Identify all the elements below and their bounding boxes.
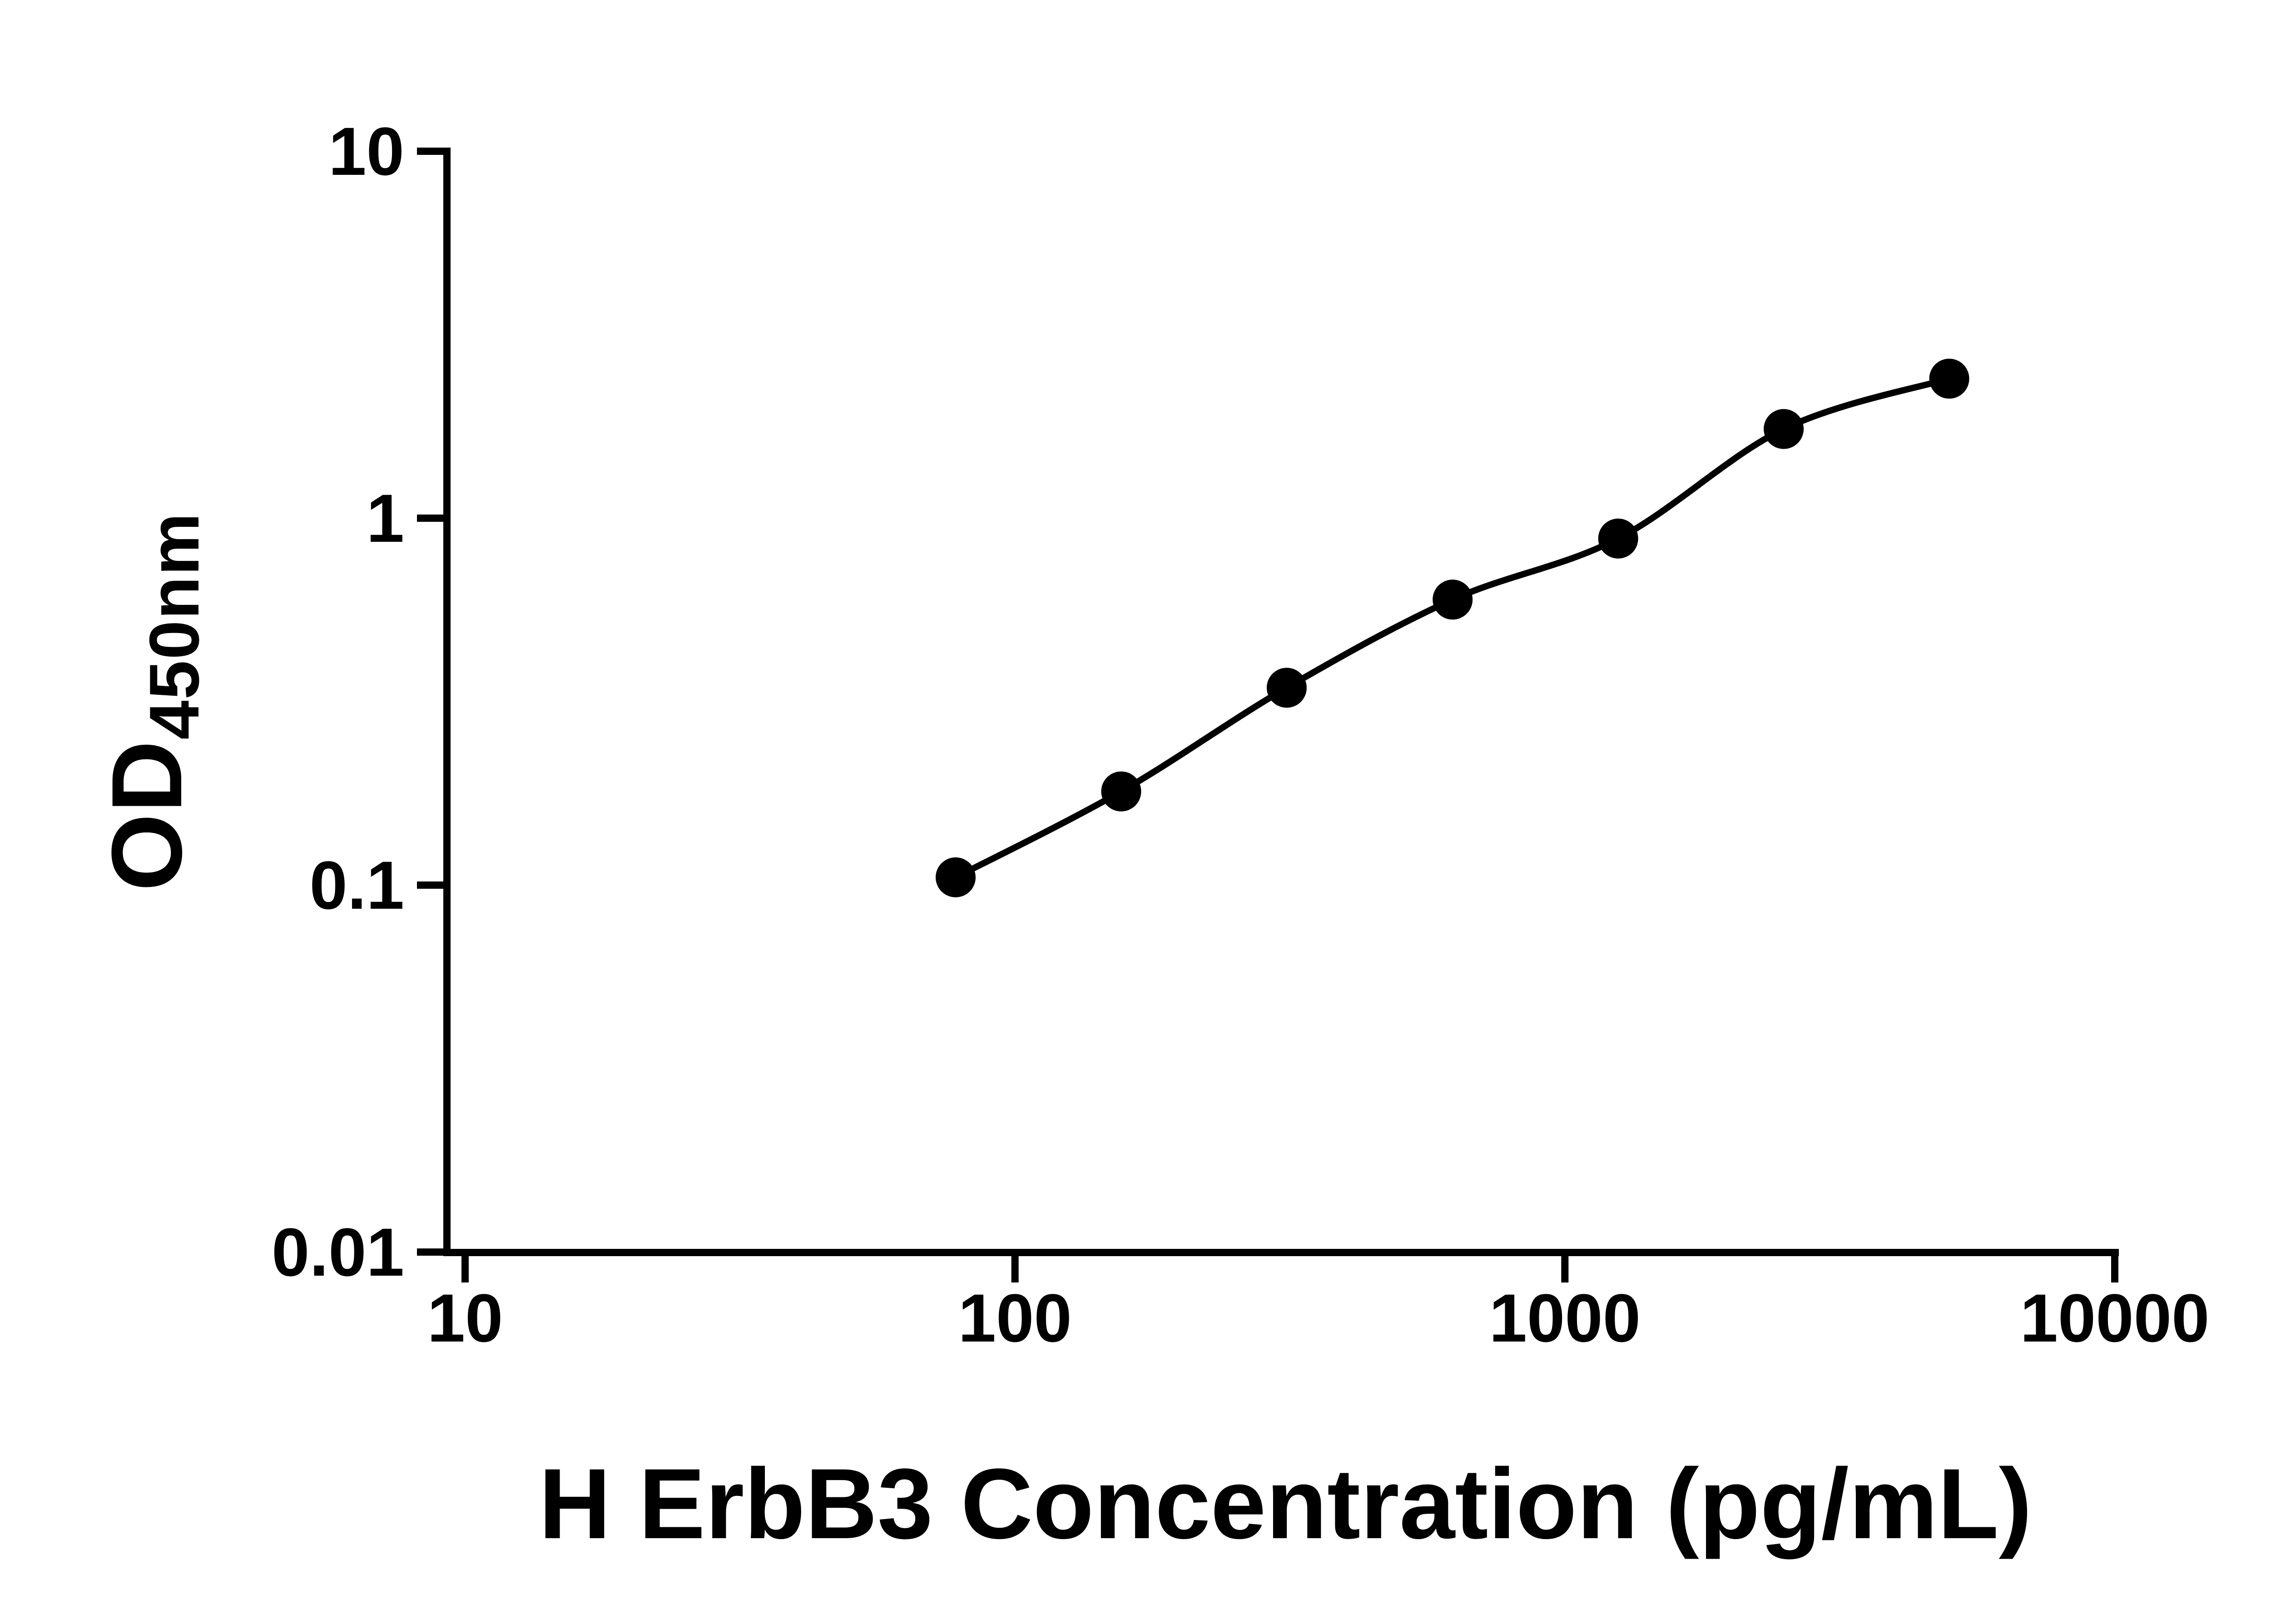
data-point-marker	[936, 857, 976, 897]
data-point-marker	[1266, 668, 1307, 708]
x-axis-title: H ErbB3 Concentration (pg/mL)	[539, 1448, 2032, 1560]
x-tick-label: 1000	[1489, 1280, 1641, 1356]
y-axis-title: OD450nm	[89, 512, 215, 891]
y-tick-label: 0.1	[309, 847, 404, 923]
y-tick-label: 0.01	[272, 1214, 404, 1290]
data-point-marker	[1598, 518, 1638, 559]
data-point-marker	[1929, 358, 1969, 399]
x-tick-label: 10000	[2020, 1280, 2209, 1356]
x-tick-label: 100	[958, 1280, 1072, 1356]
data-point-marker	[1433, 579, 1473, 620]
data-point-marker	[1101, 771, 1141, 812]
y-tick-label: 1	[367, 480, 404, 556]
y-axis-title-subscript: 450nm	[135, 512, 213, 740]
y-tick-label: 10	[328, 113, 404, 189]
x-tick-label: 10	[427, 1280, 503, 1356]
y-axis-title-main: OD	[91, 739, 203, 891]
data-point-marker	[1764, 409, 1804, 449]
